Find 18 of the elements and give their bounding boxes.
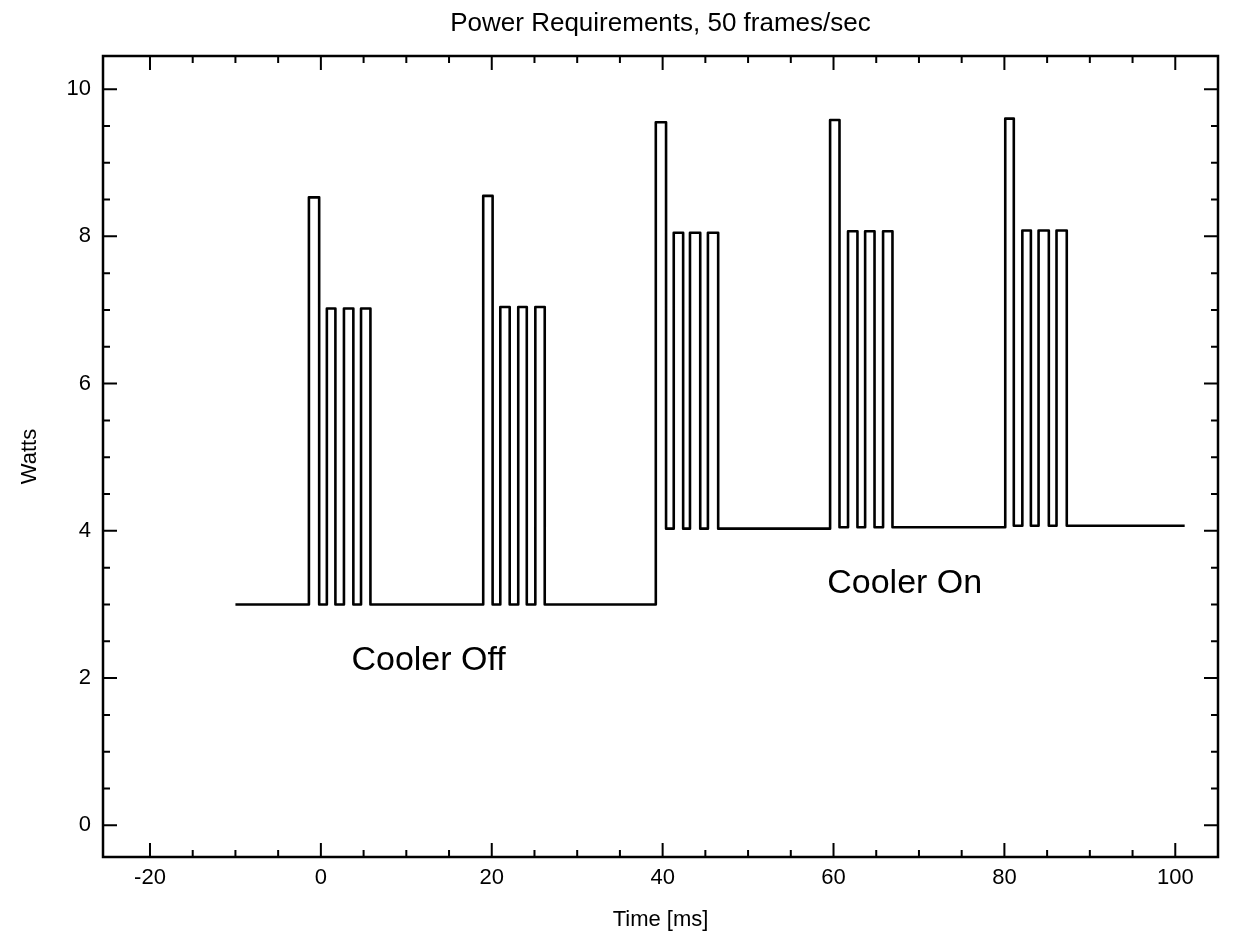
x-axis-title: Time [ms] bbox=[612, 906, 709, 932]
x-tick-label: 20 bbox=[479, 864, 504, 890]
annotation: Cooler Off bbox=[351, 639, 507, 678]
x-tick-label: 0 bbox=[314, 864, 327, 890]
x-tick-label: -20 bbox=[134, 864, 166, 890]
y-tick-label: 4 bbox=[78, 516, 91, 542]
x-tick-label: 100 bbox=[1156, 864, 1194, 890]
x-tick-label: 80 bbox=[992, 864, 1017, 890]
y-axis-title: Watts bbox=[16, 428, 42, 485]
y-tick-label: 6 bbox=[78, 369, 91, 395]
y-tick-label: 8 bbox=[78, 222, 91, 248]
x-tick-label: 40 bbox=[650, 864, 675, 890]
y-tick-label: 2 bbox=[78, 664, 91, 690]
chart-title: Power Requirements, 50 frames/sec bbox=[450, 7, 871, 38]
annotation: Cooler On bbox=[827, 562, 983, 601]
y-tick-label: 0 bbox=[78, 811, 91, 837]
y-tick-label: 10 bbox=[66, 75, 91, 101]
x-tick-label: 60 bbox=[821, 864, 846, 890]
